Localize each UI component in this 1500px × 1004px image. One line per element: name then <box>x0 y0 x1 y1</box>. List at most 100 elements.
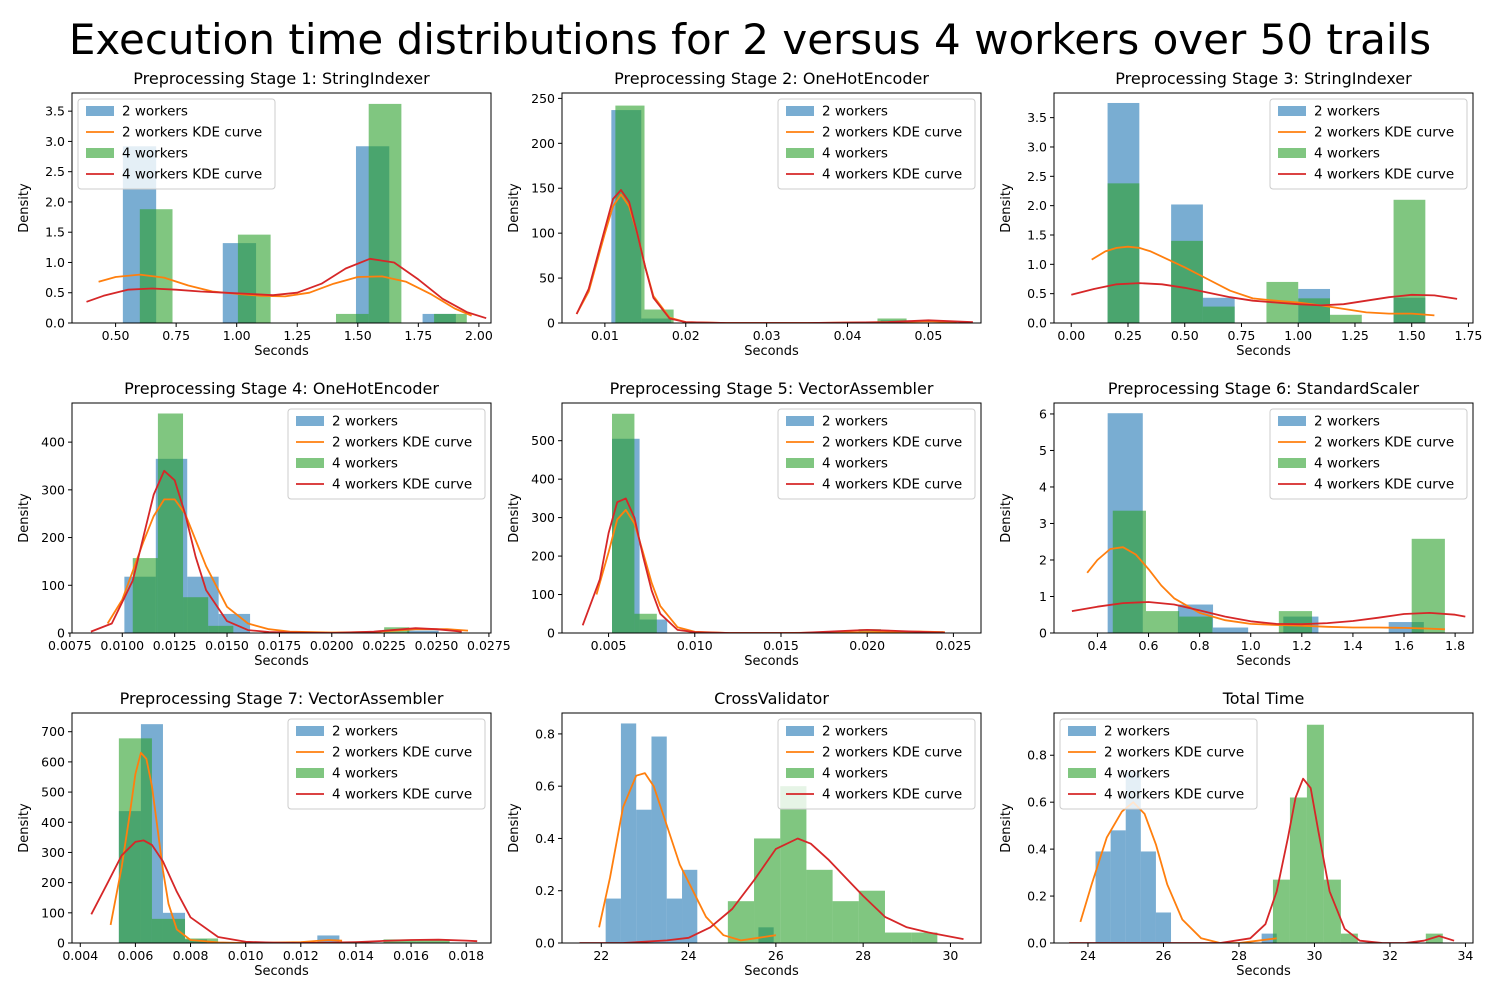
y-tick-label: 250 <box>531 91 555 106</box>
legend-swatch <box>296 416 324 426</box>
y-tick-label: 200 <box>531 136 555 151</box>
kde-line-4w <box>1071 601 1466 626</box>
x-tick-label: 0.8 <box>1190 638 1210 653</box>
x-axis-label: Seconds <box>254 654 309 669</box>
legend-label: 2 workers KDE curve <box>332 745 472 761</box>
legend-label: 2 workers KDE curve <box>122 125 262 141</box>
y-tick-label: 1.5 <box>1027 227 1047 242</box>
x-tick-label: 1.00 <box>223 328 251 343</box>
x-tick-label: 0.04 <box>834 328 862 343</box>
y-axis-label: Density <box>507 803 522 853</box>
subplot-title: Preprocessing Stage 4: OneHotEncoder <box>124 379 439 398</box>
y-tick-label: 0.2 <box>535 883 555 898</box>
legend-swatch <box>86 106 114 116</box>
x-tick-label: 0.018 <box>448 948 484 963</box>
x-axis-label: Seconds <box>744 344 799 359</box>
plot-area <box>1069 724 1455 943</box>
subplot-title: Preprocessing Stage 3: StringIndexer <box>1115 69 1412 88</box>
kde-line-4w <box>1071 282 1458 307</box>
y-tick-label: 3.0 <box>45 134 65 149</box>
x-axis-label: Seconds <box>744 964 799 979</box>
hist-bar-2w <box>1213 627 1249 633</box>
x-tick-label: 0.025 <box>936 638 972 653</box>
x-tick-label: 0.0200 <box>310 638 354 653</box>
axes-frame <box>1053 92 1474 324</box>
subplot-title: Preprocessing Stage 2: OneHotEncoder <box>614 69 929 88</box>
x-tick-label: 0.004 <box>62 948 98 963</box>
y-tick-label: 1 <box>1039 589 1047 604</box>
y-axis-label: Density <box>17 183 32 233</box>
subplot-5: 0.005 0.010 0.015 0.020 0.025 0 100 200 300 400 50… <box>507 379 982 669</box>
legend-label: 2 workers KDE curve <box>822 435 962 451</box>
legend-swatch <box>1278 106 1306 116</box>
legend-swatch <box>1278 148 1306 158</box>
hist-bar-2w <box>651 736 667 943</box>
legend-box <box>777 408 976 500</box>
legend-swatch <box>86 148 114 158</box>
x-tick-label: 26 <box>1156 948 1172 963</box>
legend-swatch <box>786 458 814 468</box>
legend-label: 4 workers KDE curve <box>332 477 472 493</box>
hist-bar-2w <box>1095 851 1111 943</box>
legend-label: 4 workers KDE curve <box>1104 787 1244 803</box>
x-tick-label: 0.0225 <box>362 638 406 653</box>
y-tick-label: 300 <box>41 845 65 860</box>
hist-bar-4w <box>911 932 938 943</box>
y-tick-label: 0.5 <box>1027 286 1047 301</box>
hist-bar-4w <box>1340 933 1358 943</box>
hist-bar-4w <box>884 932 912 943</box>
x-tick-label: 0.75 <box>162 328 190 343</box>
legend-label: 4 workers <box>822 146 888 162</box>
legend-label: 4 workers <box>822 766 888 782</box>
subplot-title: CrossValidator <box>714 689 829 708</box>
legend-label: 2 workers KDE curve <box>332 435 472 451</box>
legend-label: 2 workers <box>332 414 398 430</box>
legend-label: 4 workers KDE curve <box>332 787 472 803</box>
y-tick-label: 2.0 <box>45 194 65 209</box>
legend: 2 workers 2 workers KDE curve 4 workers 4 w… <box>77 98 276 190</box>
x-tick-label: 0.010 <box>228 948 264 963</box>
x-tick-label: 0.0100 <box>100 638 144 653</box>
y-tick-label: 2.0 <box>1027 198 1047 213</box>
hist-bar-4w <box>780 786 807 943</box>
axes-frame <box>561 92 982 324</box>
kde-line-4w <box>90 469 462 633</box>
legend-box <box>777 98 976 190</box>
y-tick-label: 0.6 <box>1027 795 1047 810</box>
plot-area <box>581 413 945 633</box>
kde-line-2w <box>598 772 777 942</box>
x-tick-label: 1.0 <box>1241 638 1261 653</box>
hist-bar-2w <box>1155 912 1172 943</box>
legend-swatch <box>1068 768 1096 778</box>
legend-label: 2 workers KDE curve <box>1314 125 1454 141</box>
y-tick-label: 150 <box>531 181 555 196</box>
x-tick-label: 1.75 <box>404 328 432 343</box>
hist-bar-4w <box>139 209 173 323</box>
hist-bar-2w <box>666 898 683 943</box>
y-tick-label: 200 <box>41 875 65 890</box>
legend-label: 4 workers KDE curve <box>122 167 262 183</box>
axes-frame <box>1053 402 1474 634</box>
y-tick-label: 0 <box>57 936 65 951</box>
y-tick-label: 300 <box>531 510 555 525</box>
hist-bar-4w <box>1171 240 1203 323</box>
y-axis-label: Density <box>999 493 1014 543</box>
legend-label: 2 workers <box>822 724 888 740</box>
hist-bar-4w <box>416 939 450 943</box>
plot-area <box>86 103 487 323</box>
legend-label: 2 workers <box>1314 104 1380 120</box>
y-tick-label: 0.0 <box>1027 936 1047 951</box>
x-tick-label: 0.01 <box>591 328 619 343</box>
x-tick-label: 24 <box>681 948 697 963</box>
y-tick-label: 100 <box>531 226 555 241</box>
y-tick-label: 0.8 <box>535 726 555 741</box>
y-tick-label: 50 <box>539 271 555 286</box>
x-tick-label: 1.4 <box>1343 638 1363 653</box>
kde-line-2w <box>1086 546 1445 631</box>
legend-label: 2 workers <box>332 724 398 740</box>
legend-label: 4 workers <box>122 146 188 162</box>
legend-label: 4 workers <box>332 766 398 782</box>
x-tick-label: 0.0150 <box>205 638 249 653</box>
hist-bar-4w <box>1278 611 1313 633</box>
